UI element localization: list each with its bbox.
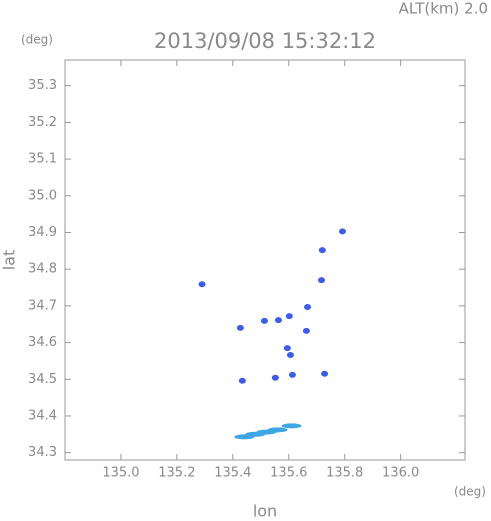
y-tick-label: 35.1 [28,152,57,167]
plot-frame [64,59,466,461]
echo [321,370,329,377]
y-tick-label: 34.7 [28,298,57,313]
echo [302,327,310,334]
x-tick-label: 136.0 [382,466,419,481]
echo [286,352,294,359]
x-tick-label: 135.6 [270,466,307,481]
y-tick-label: 35.0 [28,188,57,203]
echo [281,423,302,429]
echo [236,324,244,331]
echo [285,313,293,320]
x-tick-label: 135.0 [102,466,139,481]
x-tick-label: 135.4 [214,466,251,481]
echo [198,281,206,288]
y-axis-label: lat [0,250,19,271]
y-tick-label: 35.3 [28,78,57,93]
echo [288,371,296,378]
echo [318,277,326,284]
echo [338,228,346,235]
x-tick-label: 135.2 [158,466,195,481]
y-tick-label: 35.2 [28,115,57,130]
echo [318,247,326,254]
echo [274,317,282,324]
y-tick-label: 34.5 [28,372,57,387]
echo [271,374,279,381]
altitude-label: ALT(km) 2.0 [399,0,488,18]
x-unit: (deg) [454,485,486,499]
y-tick-label: 34.3 [28,445,57,460]
y-tick-label: 34.6 [28,335,57,350]
echo [304,303,312,310]
y-tick-label: 34.4 [28,408,57,423]
echo [267,427,288,433]
y-unit: (deg) [21,33,53,47]
echo [260,317,268,324]
y-tick-label: 34.8 [28,262,57,277]
x-tick-label: 135.8 [326,466,363,481]
echo [238,377,246,384]
x-axis-label: lon [253,502,277,521]
chart-title: 2013/09/08 15:32:12 [154,29,376,53]
y-tick-label: 34.9 [28,225,57,240]
echo [283,345,291,352]
